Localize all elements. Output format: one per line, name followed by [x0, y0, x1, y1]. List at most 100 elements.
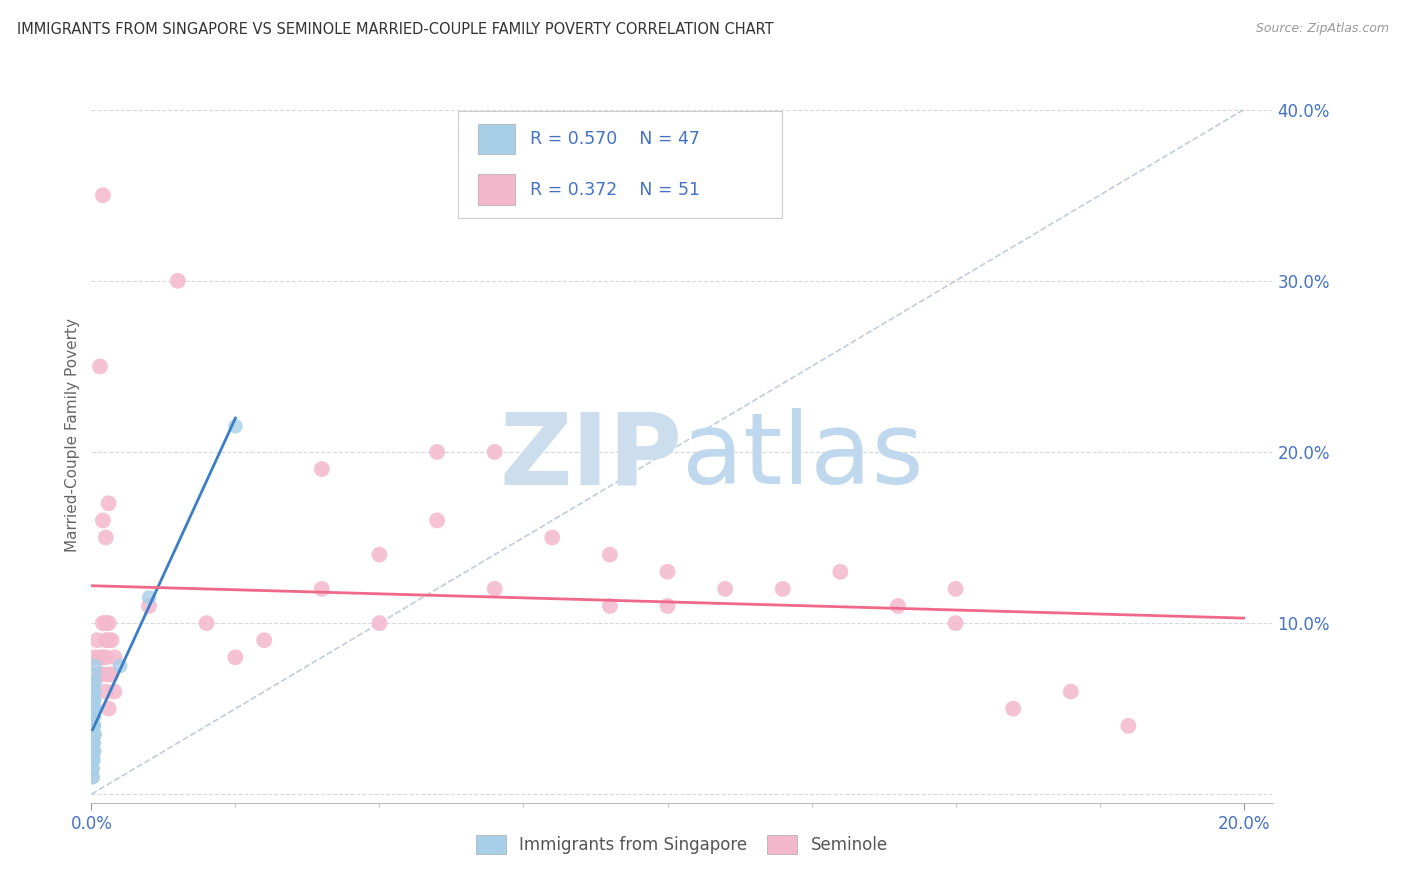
- Y-axis label: Married-Couple Family Poverty: Married-Couple Family Poverty: [65, 318, 80, 552]
- Point: [103, 684, 125, 698]
- Point: [86, 633, 108, 648]
- Point: [1060, 684, 1083, 698]
- Point: [368, 616, 391, 631]
- Point: [91, 513, 114, 527]
- FancyBboxPatch shape: [478, 124, 516, 154]
- Point: [484, 445, 506, 459]
- Point: [82, 736, 104, 750]
- Point: [426, 445, 449, 459]
- Point: [89, 667, 111, 681]
- FancyBboxPatch shape: [457, 111, 782, 218]
- Point: [83, 659, 105, 673]
- Point: [830, 565, 852, 579]
- Point: [83, 727, 105, 741]
- Point: [83, 676, 105, 690]
- Point: [82, 701, 104, 715]
- Point: [97, 616, 120, 631]
- Point: [82, 727, 104, 741]
- Point: [91, 616, 114, 631]
- Point: [83, 719, 105, 733]
- Point: [91, 650, 114, 665]
- Point: [82, 753, 104, 767]
- Point: [100, 633, 122, 648]
- Point: [484, 582, 506, 596]
- Point: [82, 736, 104, 750]
- Text: atlas: atlas: [682, 409, 924, 506]
- Point: [82, 762, 104, 776]
- Text: ZIP: ZIP: [499, 409, 682, 506]
- Point: [83, 736, 105, 750]
- Point: [91, 667, 114, 681]
- Point: [1002, 701, 1025, 715]
- Point: [82, 736, 104, 750]
- Point: [945, 616, 967, 631]
- Point: [103, 650, 125, 665]
- Point: [94, 650, 117, 665]
- Point: [83, 719, 105, 733]
- Point: [599, 599, 621, 613]
- Point: [83, 701, 105, 715]
- Point: [108, 659, 131, 673]
- Point: [82, 744, 104, 758]
- Point: [82, 744, 104, 758]
- Point: [82, 719, 104, 733]
- Point: [97, 701, 120, 715]
- Point: [541, 531, 564, 545]
- Text: IMMIGRANTS FROM SINGAPORE VS SEMINOLE MARRIED-COUPLE FAMILY POVERTY CORRELATION : IMMIGRANTS FROM SINGAPORE VS SEMINOLE MA…: [17, 22, 773, 37]
- Point: [253, 633, 276, 648]
- Point: [82, 719, 104, 733]
- Point: [82, 736, 104, 750]
- Point: [195, 616, 218, 631]
- Point: [311, 462, 333, 476]
- Point: [82, 736, 104, 750]
- Text: Source: ZipAtlas.com: Source: ZipAtlas.com: [1256, 22, 1389, 36]
- Point: [97, 667, 120, 681]
- Point: [426, 513, 449, 527]
- Point: [82, 753, 104, 767]
- Point: [83, 667, 105, 681]
- Point: [83, 701, 105, 715]
- Point: [83, 727, 105, 741]
- Point: [94, 531, 117, 545]
- Point: [83, 710, 105, 724]
- Point: [82, 736, 104, 750]
- Point: [83, 676, 105, 690]
- Point: [224, 419, 246, 434]
- Point: [138, 599, 160, 613]
- Point: [82, 753, 104, 767]
- Point: [138, 591, 160, 605]
- Point: [82, 719, 104, 733]
- Point: [224, 650, 246, 665]
- Point: [83, 701, 105, 715]
- Legend: Immigrants from Singapore, Seminole: Immigrants from Singapore, Seminole: [470, 828, 894, 861]
- Point: [311, 582, 333, 596]
- Point: [94, 633, 117, 648]
- Point: [89, 359, 111, 374]
- Point: [82, 753, 104, 767]
- Point: [368, 548, 391, 562]
- Point: [714, 582, 737, 596]
- Point: [97, 633, 120, 648]
- Point: [94, 616, 117, 631]
- Text: R = 0.570    N = 47: R = 0.570 N = 47: [530, 130, 699, 148]
- Point: [945, 582, 967, 596]
- Point: [100, 667, 122, 681]
- Point: [83, 693, 105, 707]
- Text: R = 0.372    N = 51: R = 0.372 N = 51: [530, 181, 700, 199]
- Point: [772, 582, 794, 596]
- Point: [1118, 719, 1140, 733]
- Point: [82, 710, 104, 724]
- Point: [657, 599, 679, 613]
- Point: [91, 188, 114, 202]
- Point: [83, 684, 105, 698]
- Point: [97, 496, 120, 510]
- Point: [82, 770, 104, 784]
- Point: [83, 719, 105, 733]
- Point: [83, 744, 105, 758]
- Point: [83, 701, 105, 715]
- Point: [82, 762, 104, 776]
- Point: [83, 684, 105, 698]
- Point: [83, 650, 105, 665]
- Point: [166, 274, 188, 288]
- Point: [83, 693, 105, 707]
